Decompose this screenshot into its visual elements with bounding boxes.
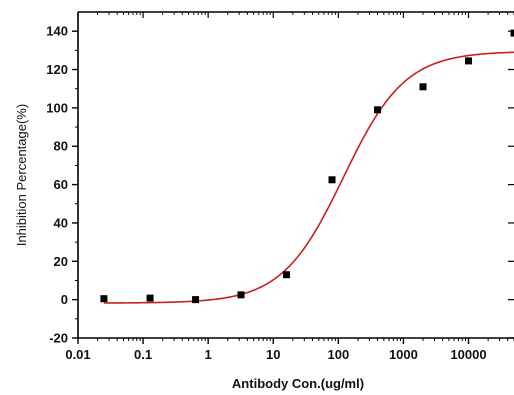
x-axis-title: Antibody Con.(ug/ml) — [232, 376, 364, 391]
data-point — [510, 29, 514, 37]
y-tick-label: 100 — [46, 100, 68, 115]
data-point — [100, 295, 108, 303]
data-point — [146, 294, 154, 302]
x-tick-label: 0.01 — [65, 347, 90, 362]
x-tick-label: 1 — [205, 347, 212, 362]
x-tick-label: 10000 — [450, 347, 486, 362]
data-point — [465, 57, 473, 65]
y-tick-label: 120 — [46, 62, 68, 77]
x-tick-label: 100 — [327, 347, 349, 362]
y-axis-title: Inhibition Percentage(%) — [14, 104, 29, 246]
x-tick-label: 0.1 — [134, 347, 152, 362]
data-point — [374, 106, 382, 114]
data-points-group — [100, 29, 514, 304]
y-tick-label: -20 — [49, 331, 68, 346]
data-point — [237, 291, 245, 299]
y-tick-label: 80 — [54, 139, 68, 154]
axes-group — [77, 11, 514, 339]
data-point — [419, 83, 427, 91]
y-tick-label: 20 — [54, 254, 68, 269]
data-point — [192, 296, 200, 304]
data-point — [283, 271, 291, 279]
y-tick-label: 0 — [61, 292, 68, 307]
tick-labels-group: -20 0 20 40 60 80 100 120 140 0.01 0.1 1 10 100 1000 10… — [46, 24, 486, 362]
x-tick-label: 10 — [266, 347, 280, 362]
y-tick-label: 140 — [46, 24, 68, 39]
data-point — [328, 176, 336, 184]
y-tick-label: 40 — [54, 215, 68, 230]
x-tick-label: 1000 — [389, 347, 418, 362]
ticks-group — [72, 12, 514, 344]
y-tick-label: 60 — [54, 177, 68, 192]
fit-curve-line — [103, 51, 514, 304]
